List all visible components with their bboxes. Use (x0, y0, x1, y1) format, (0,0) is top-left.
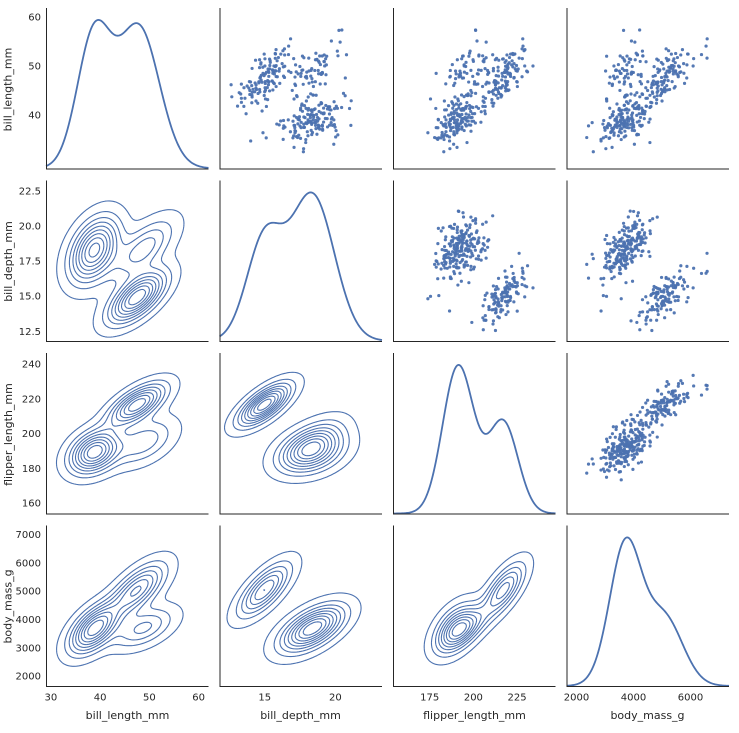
pairplot-figure: bill_length_mm bill_depth_mm flipper_len… (0, 0, 739, 733)
pairplot-canvas (0, 0, 739, 733)
